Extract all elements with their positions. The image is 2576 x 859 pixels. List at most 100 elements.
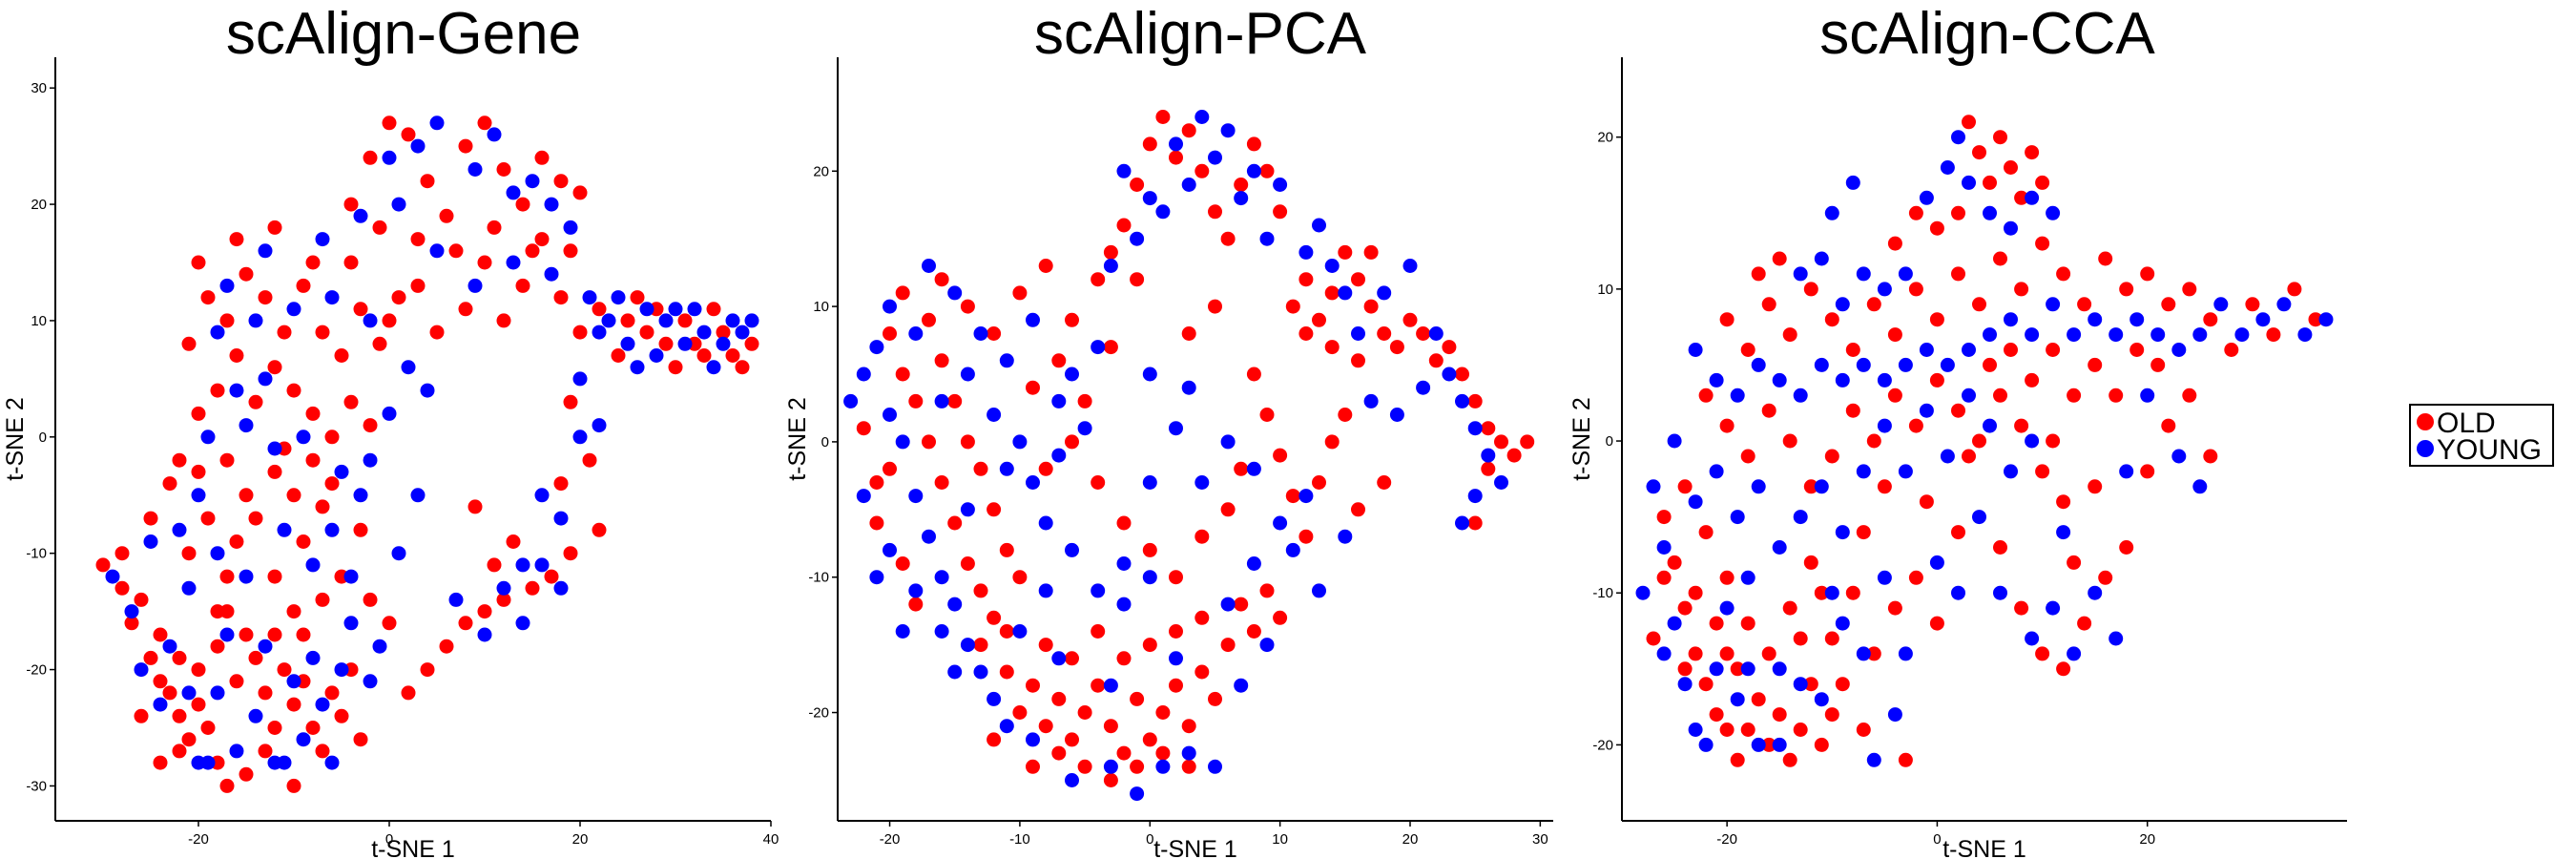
data-point	[286, 697, 301, 712]
data-point	[1298, 326, 1314, 341]
data-point	[1856, 525, 1871, 540]
x-tick-label: 20	[2139, 831, 2155, 848]
data-point	[1656, 646, 1672, 661]
data-point	[922, 259, 936, 273]
data-point	[1656, 570, 1672, 585]
data-point	[1312, 475, 1326, 490]
data-point	[1856, 357, 1871, 372]
data-point	[477, 627, 492, 642]
data-point	[324, 522, 340, 537]
data-point	[1142, 570, 1157, 585]
data-point	[1026, 380, 1040, 395]
data-point	[677, 313, 693, 328]
data-point	[191, 755, 206, 770]
data-point	[534, 232, 550, 247]
data-point	[1220, 502, 1236, 517]
data-point	[1234, 178, 1249, 192]
data-point	[592, 522, 607, 537]
data-point	[2088, 312, 2103, 327]
data-point	[582, 290, 597, 305]
data-point	[2119, 540, 2134, 555]
data-point	[2192, 479, 2208, 494]
data-point	[305, 406, 321, 421]
y-tick-label: 10	[813, 299, 829, 315]
data-point	[2308, 312, 2323, 327]
data-point	[639, 325, 654, 340]
data-point	[1962, 449, 1976, 464]
data-point	[2035, 464, 2050, 479]
data-point	[1467, 393, 1483, 409]
data-point	[229, 383, 244, 398]
data-point	[1273, 204, 1288, 220]
data-point	[987, 732, 1002, 747]
data-point	[1195, 110, 1210, 124]
data-point	[324, 290, 340, 305]
data-point	[1142, 191, 1157, 206]
data-point	[1972, 510, 1986, 525]
data-point	[960, 556, 975, 571]
data-point	[172, 744, 187, 759]
data-point	[1363, 244, 1379, 260]
data-point	[883, 461, 897, 476]
data-point	[1026, 759, 1040, 774]
x-tick-label: -20	[188, 831, 209, 848]
data-point	[1065, 732, 1079, 747]
data-point	[1751, 737, 1766, 752]
x-tick-label: -20	[1716, 831, 1737, 848]
data-point	[1051, 353, 1067, 368]
data-point	[525, 243, 540, 259]
data-point	[735, 360, 750, 375]
data-point	[172, 522, 187, 537]
data-point	[219, 569, 235, 584]
data-point	[1051, 448, 1067, 463]
data-point	[1824, 312, 1839, 327]
data-point	[1481, 461, 1496, 476]
data-point	[2255, 312, 2271, 327]
y-axis-label: t-SNE 2	[784, 397, 811, 481]
data-point	[2203, 449, 2218, 464]
data-point	[2119, 464, 2134, 479]
series-old	[95, 115, 759, 793]
data-point	[324, 755, 340, 770]
data-point	[363, 418, 378, 433]
data-point	[229, 674, 244, 689]
legend-label-young: YOUNG	[2437, 434, 2542, 466]
data-point	[611, 290, 626, 305]
data-point	[1993, 251, 2007, 266]
data-point	[1116, 556, 1132, 571]
y-tick-label: 20	[813, 163, 829, 179]
data-point	[2035, 175, 2050, 190]
data-point	[1782, 600, 1797, 616]
data-point	[744, 313, 759, 328]
data-point	[1208, 299, 1222, 314]
data-point	[1051, 745, 1067, 761]
data-point	[856, 421, 871, 436]
data-point	[1646, 479, 1661, 494]
data-point	[1772, 540, 1787, 555]
data-point	[1740, 661, 1755, 677]
data-point	[668, 360, 683, 375]
data-point	[105, 569, 120, 584]
data-point	[401, 685, 416, 701]
data-point	[1494, 475, 1508, 490]
data-point	[286, 383, 301, 398]
data-point	[1856, 646, 1871, 661]
data-point	[1698, 388, 1714, 403]
data-point	[305, 557, 321, 573]
data-point	[620, 336, 635, 351]
data-point	[544, 569, 559, 584]
data-point	[114, 580, 130, 596]
data-point	[1298, 489, 1314, 504]
data-point	[267, 220, 282, 235]
data-point	[277, 325, 292, 340]
data-point	[210, 383, 225, 398]
data-point	[391, 546, 406, 561]
data-point	[1246, 624, 1261, 639]
data-point	[1259, 163, 1275, 178]
data-point	[1273, 610, 1288, 625]
data-point	[382, 115, 397, 131]
data-point	[1772, 737, 1787, 752]
legend: OLD YOUNG	[2409, 404, 2554, 467]
series-young	[1635, 130, 2334, 767]
data-point	[1835, 677, 1850, 692]
